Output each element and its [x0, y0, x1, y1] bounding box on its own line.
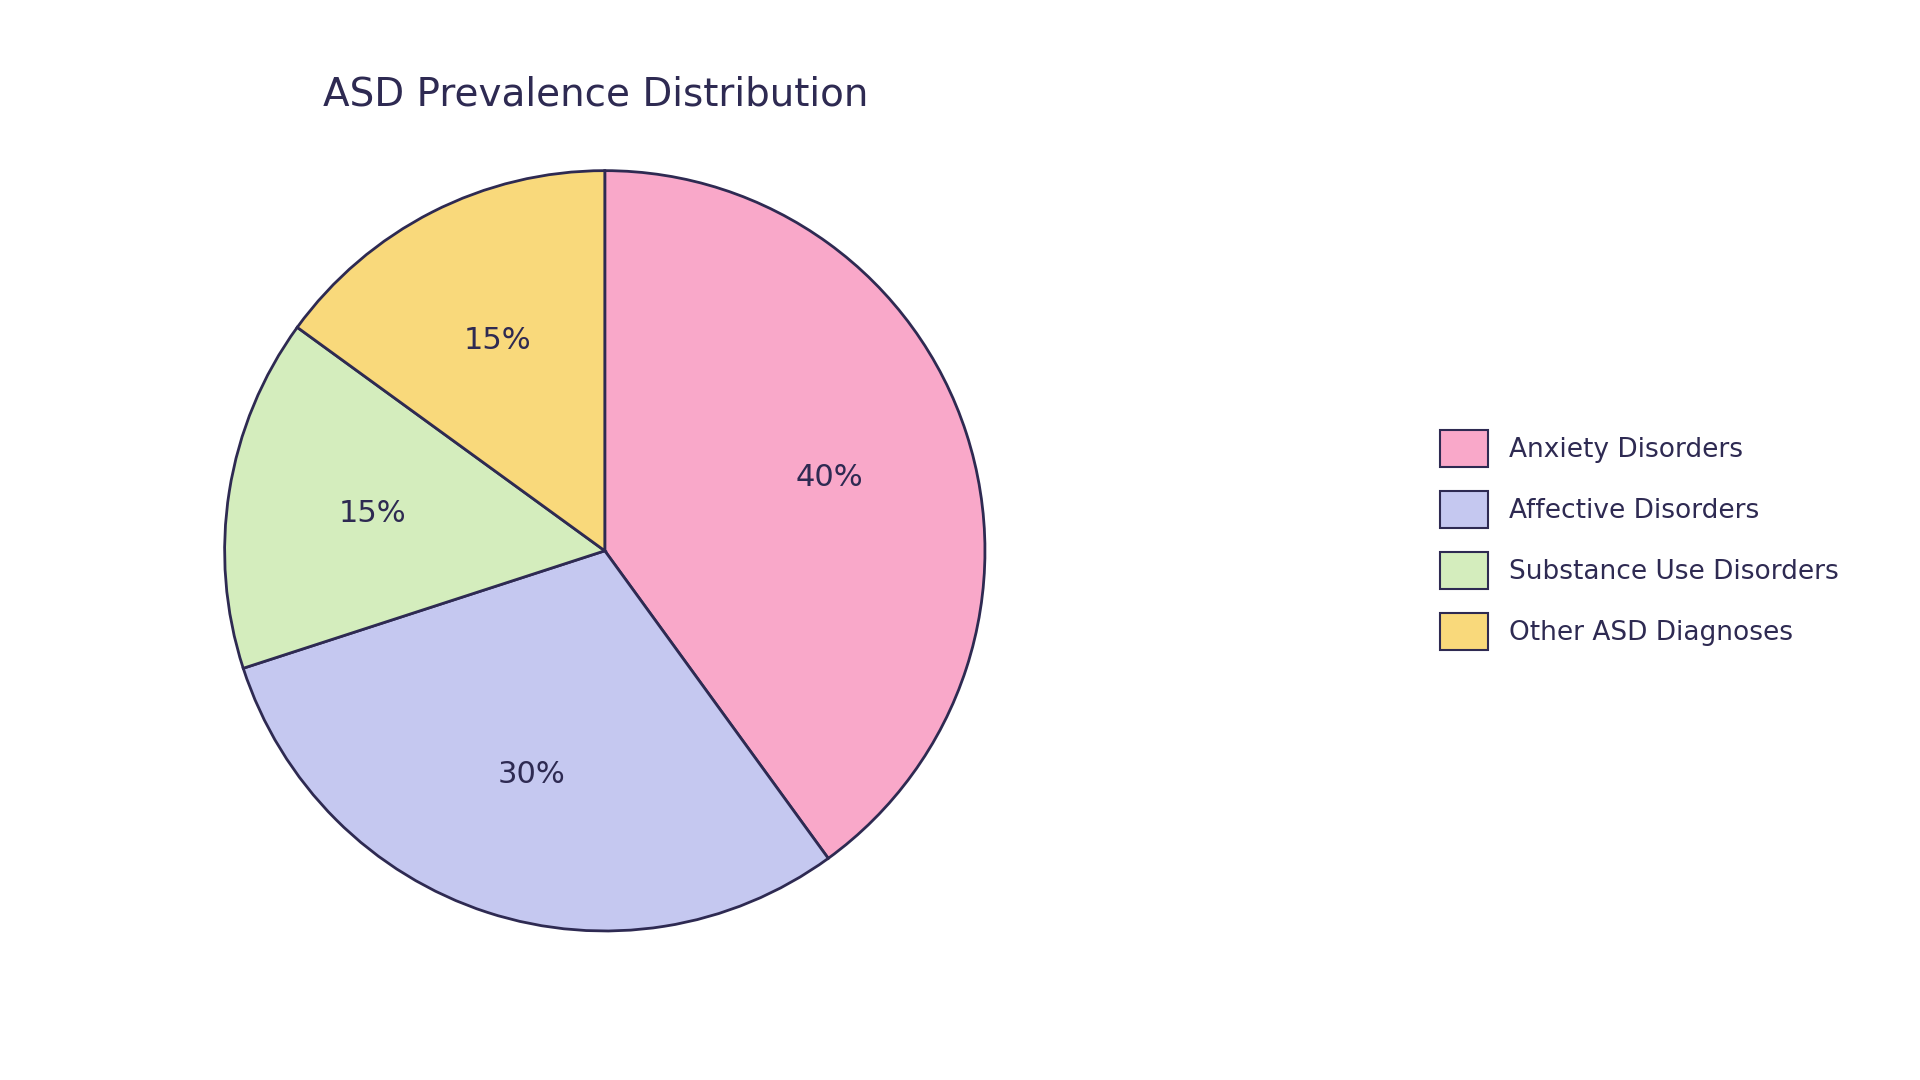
Wedge shape: [225, 327, 605, 669]
Text: 40%: 40%: [795, 463, 862, 492]
Wedge shape: [605, 171, 985, 859]
Text: ASD Prevalence Distribution: ASD Prevalence Distribution: [323, 76, 868, 113]
Legend: Anxiety Disorders, Affective Disorders, Substance Use Disorders, Other ASD Diagn: Anxiety Disorders, Affective Disorders, …: [1430, 419, 1849, 661]
Text: 15%: 15%: [465, 326, 532, 355]
Text: 15%: 15%: [338, 499, 405, 528]
Wedge shape: [298, 171, 605, 551]
Wedge shape: [244, 551, 828, 931]
Text: 30%: 30%: [497, 760, 566, 789]
